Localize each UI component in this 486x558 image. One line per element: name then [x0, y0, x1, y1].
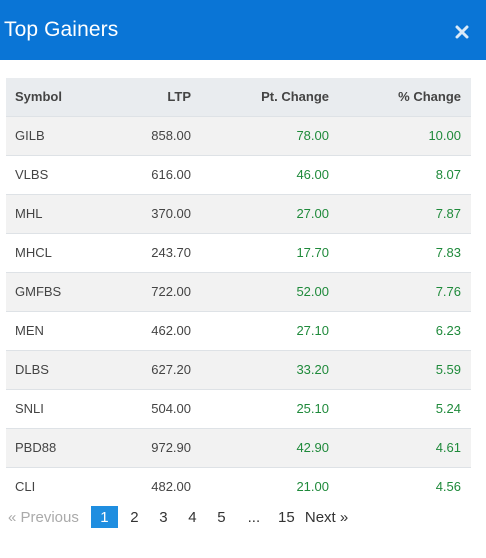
page-5-button[interactable]: 5: [217, 508, 226, 526]
cell-pct-change: 10.00: [428, 128, 461, 143]
cell-pct-change: 7.76: [435, 284, 461, 299]
table-row[interactable]: DLBS 627.20 33.20 5.59: [6, 350, 471, 389]
cell-pt-change: 33.20: [296, 362, 329, 377]
cell-symbol[interactable]: MHL: [15, 206, 43, 221]
page-4-button[interactable]: 4: [188, 508, 197, 526]
table-row[interactable]: PBD88 972.90 42.90 4.61: [6, 428, 471, 467]
cell-symbol[interactable]: GMFBS: [15, 284, 62, 299]
previous-page-button[interactable]: « Previous: [8, 508, 79, 526]
modal-title: Top Gainers: [4, 18, 119, 41]
cell-symbol[interactable]: MEN: [15, 323, 44, 338]
cell-symbol[interactable]: SNLI: [15, 401, 44, 416]
cell-symbol[interactable]: VLBS: [15, 167, 49, 182]
cell-symbol[interactable]: DLBS: [15, 362, 49, 377]
header-symbol: Symbol: [15, 89, 62, 105]
cell-ltp: 616.00: [151, 167, 191, 182]
cell-pct-change: 5.59: [435, 362, 461, 377]
table-row[interactable]: MHL 370.00 27.00 7.87: [6, 194, 471, 233]
pagination: « Previous 1 2 3 4 5 ... 15 Next »: [8, 505, 348, 529]
cell-pt-change: 21.00: [296, 479, 329, 495]
page-3-button[interactable]: 3: [159, 508, 168, 526]
cell-symbol[interactable]: GILB: [15, 128, 45, 143]
cell-pt-change: 42.90: [296, 440, 329, 455]
cell-pct-change: 7.83: [435, 245, 461, 260]
pagination-ellipsis: ...: [247, 508, 261, 526]
table-row[interactable]: GMFBS 722.00 52.00 7.76: [6, 272, 471, 311]
cell-pt-change: 78.00: [296, 128, 329, 143]
next-page-button[interactable]: Next »: [304, 508, 349, 526]
cell-ltp: 722.00: [151, 284, 191, 299]
cell-symbol[interactable]: CLI: [15, 479, 36, 495]
page-2-button[interactable]: 2: [130, 508, 139, 526]
cell-ltp: 462.00: [151, 323, 191, 338]
cell-pt-change: 25.10: [296, 401, 329, 416]
header-pct-change: % Change: [398, 89, 461, 105]
cell-pt-change: 17.70: [296, 245, 329, 260]
cell-pct-change: 4.61: [435, 440, 461, 455]
cell-pt-change: 27.00: [296, 206, 329, 221]
table-row[interactable]: VLBS 616.00 46.00 8.07: [6, 155, 471, 194]
cell-pct-change: 5.24: [435, 401, 461, 416]
cell-ltp: 243.70: [151, 245, 191, 260]
gainers-table: Symbol LTP Pt. Change % Change GILB 858.0…: [6, 78, 471, 506]
cell-pt-change: 27.10: [296, 323, 329, 338]
table-header-row: Symbol LTP Pt. Change % Change: [6, 78, 471, 116]
header-ltp: LTP: [167, 89, 191, 105]
cell-pt-change: 52.00: [296, 284, 329, 299]
cell-ltp: 370.00: [151, 206, 191, 221]
cell-pct-change: 8.07: [435, 167, 461, 182]
gainers-table-container: Symbol LTP Pt. Change % Change GILB 858.0…: [6, 78, 471, 506]
table-row[interactable]: SNLI 504.00 25.10 5.24: [6, 389, 471, 428]
table-row[interactable]: GILB 858.00 78.00 10.00: [6, 116, 471, 155]
cell-pt-change: 46.00: [296, 167, 329, 182]
table-row[interactable]: CLI 482.00 21.00 4.56: [6, 467, 471, 506]
cell-ltp: 504.00: [151, 401, 191, 416]
cell-ltp: 858.00: [151, 128, 191, 143]
cell-ltp: 972.90: [151, 440, 191, 455]
cell-symbol[interactable]: PBD88: [15, 440, 57, 455]
cell-pct-change: 7.87: [435, 206, 461, 221]
table-row[interactable]: MHCL 243.70 17.70 7.83: [6, 233, 471, 272]
cell-ltp: 482.00: [151, 479, 191, 495]
cell-symbol[interactable]: MHCL: [15, 245, 52, 260]
page-1-button[interactable]: 1: [90, 506, 118, 528]
cell-ltp: 627.20: [151, 362, 191, 377]
modal-header: Top Gainers: [0, 0, 486, 60]
cell-pct-change: 6.23: [435, 323, 461, 338]
cell-pct-change: 4.56: [435, 479, 461, 495]
header-pt-change: Pt. Change: [261, 89, 329, 105]
page-15-button[interactable]: 15: [278, 508, 295, 526]
close-icon[interactable]: [452, 22, 472, 42]
table-row[interactable]: MEN 462.00 27.10 6.23: [6, 311, 471, 350]
